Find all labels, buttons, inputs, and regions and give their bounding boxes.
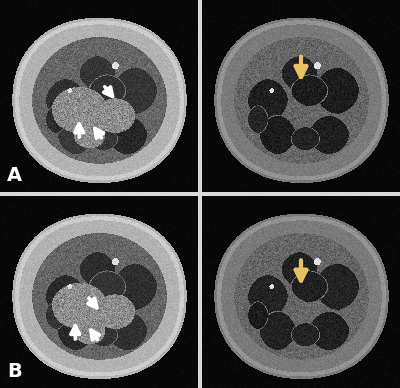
Text: A: A xyxy=(7,166,22,185)
Text: B: B xyxy=(7,362,22,381)
